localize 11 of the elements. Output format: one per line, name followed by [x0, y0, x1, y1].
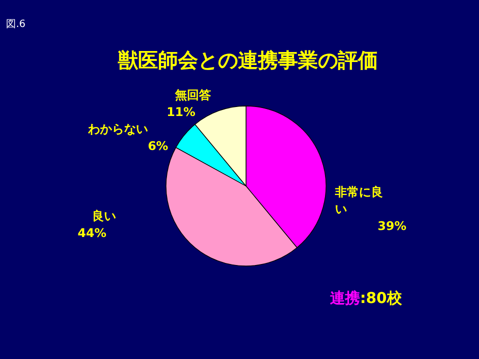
- slice-label: 無回答: [174, 88, 212, 102]
- data-label: 11%: [166, 105, 196, 119]
- text: 連携:80校: [329, 289, 403, 307]
- slice-label: わからない: [87, 122, 148, 136]
- slice-label: 非常に良い: [334, 185, 383, 216]
- data-label: 39%: [378, 219, 406, 233]
- text: 図.6: [6, 19, 26, 30]
- chart-title: 獣医師会との連携事業の評価: [117, 48, 378, 72]
- data-label: 6%: [148, 139, 168, 153]
- data-label: 44%: [78, 226, 106, 240]
- slice-label: 良い: [92, 209, 116, 223]
